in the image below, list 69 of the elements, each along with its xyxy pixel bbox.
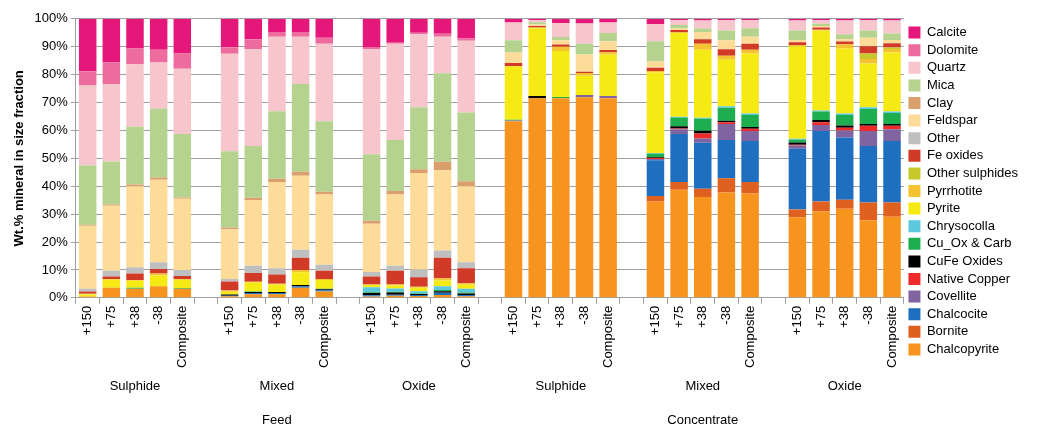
legend-label: Bornite — [926, 323, 969, 339]
y-tick-label: 60% — [41, 122, 69, 137]
x-tick-label: +38 — [694, 305, 710, 328]
x-tick-label: +150 — [505, 305, 521, 336]
legend-label: Mica — [926, 76, 956, 92]
y-tick-label: 70% — [41, 94, 69, 110]
x-tick-label: +150 — [647, 305, 663, 336]
text: Concentrate — [667, 411, 739, 427]
x-tick-label: +75 — [244, 305, 260, 328]
legend-label: Chalcocite — [926, 305, 988, 321]
y-tick-label: 100% — [34, 10, 69, 26]
y-tick-label: 40% — [41, 177, 69, 193]
x-tick-label: +38 — [268, 305, 284, 328]
x-tick-label: +75 — [528, 305, 544, 328]
x-tick-label: +150 — [363, 305, 379, 336]
legend-label: Chrysocolla — [926, 217, 996, 233]
legend-label: Dolomite — [926, 41, 979, 57]
text: Mixed — [259, 377, 295, 393]
x-tick-label: +75 — [670, 305, 686, 328]
text: Oxide — [827, 377, 862, 393]
legend-label: Feldspar — [926, 112, 979, 128]
x-tick-label: Composite — [315, 305, 331, 368]
text: Sulphide — [535, 377, 587, 393]
x-tick-label: -38 — [150, 305, 166, 325]
x-tick-label: +38 — [410, 305, 426, 328]
y-tick-label: 50% — [41, 149, 69, 165]
legend-label: Chalcopyrite — [926, 340, 1000, 356]
x-tick-label: +75 — [102, 305, 118, 328]
y-tick-label: 10% — [41, 261, 69, 277]
legend-label: Clay — [926, 94, 954, 110]
legend-label: Quartz — [926, 59, 966, 75]
text: Oxide — [401, 377, 436, 393]
legend-label: Pyrite — [926, 200, 961, 216]
x-tick-label: +150 — [79, 305, 95, 336]
text: Feed — [262, 411, 292, 427]
x-tick-label: +150 — [221, 305, 237, 336]
legend-label: Calcite — [926, 24, 967, 40]
legend-label: Covellite — [926, 288, 977, 304]
x-tick-label: Composite — [599, 305, 615, 368]
x-tick-label: +150 — [788, 305, 804, 336]
legend-label: Fe oxides — [926, 147, 984, 163]
y-tick-label: 0% — [49, 289, 69, 305]
x-tick-label: Composite — [457, 305, 473, 368]
x-tick-label: -38 — [576, 305, 592, 325]
text: Mixed — [685, 377, 721, 393]
y-tick-label: 30% — [41, 205, 69, 221]
text: Sulphide — [109, 377, 161, 393]
x-tick-label: +75 — [386, 305, 402, 328]
x-tick-label: -38 — [434, 305, 450, 325]
legend-label: Other sulphides — [926, 164, 1019, 180]
y-tick-label: 20% — [41, 233, 69, 249]
x-tick-label: +38 — [836, 305, 852, 328]
x-tick-label: -38 — [718, 305, 733, 325]
x-tick-label: +38 — [126, 305, 142, 328]
legend-label: Other — [926, 129, 961, 145]
legend-label: Cu_Ox & Carb — [926, 235, 1012, 251]
legend-label: Native Copper — [926, 270, 1011, 286]
y-tick-label: 90% — [41, 38, 69, 54]
x-tick-label: Composite — [741, 305, 757, 368]
x-tick-label: +75 — [812, 305, 828, 328]
x-tick-label: Composite — [173, 305, 189, 368]
x-tick-label: -38 — [859, 305, 875, 325]
x-tick-label: Composite — [883, 305, 899, 368]
x-tick-label: +38 — [552, 305, 568, 328]
legend-label: Pyrrhotite — [926, 182, 983, 198]
y-tick-label: 80% — [41, 66, 69, 82]
y-axis-title: Wt.% mineral in size fraction — [11, 70, 27, 247]
legend-label: CuFe Oxides — [926, 252, 1004, 268]
x-tick-label: -38 — [292, 305, 308, 325]
